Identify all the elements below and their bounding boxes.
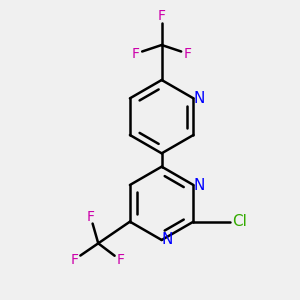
Text: F: F [116,253,124,267]
Text: F: F [70,253,78,267]
Text: N: N [193,178,204,193]
Text: F: F [131,47,139,61]
Text: F: F [158,9,166,23]
Text: F: F [87,209,94,224]
Text: F: F [184,47,192,61]
Text: N: N [193,91,204,106]
Text: Cl: Cl [232,214,247,229]
Text: N: N [161,232,173,247]
